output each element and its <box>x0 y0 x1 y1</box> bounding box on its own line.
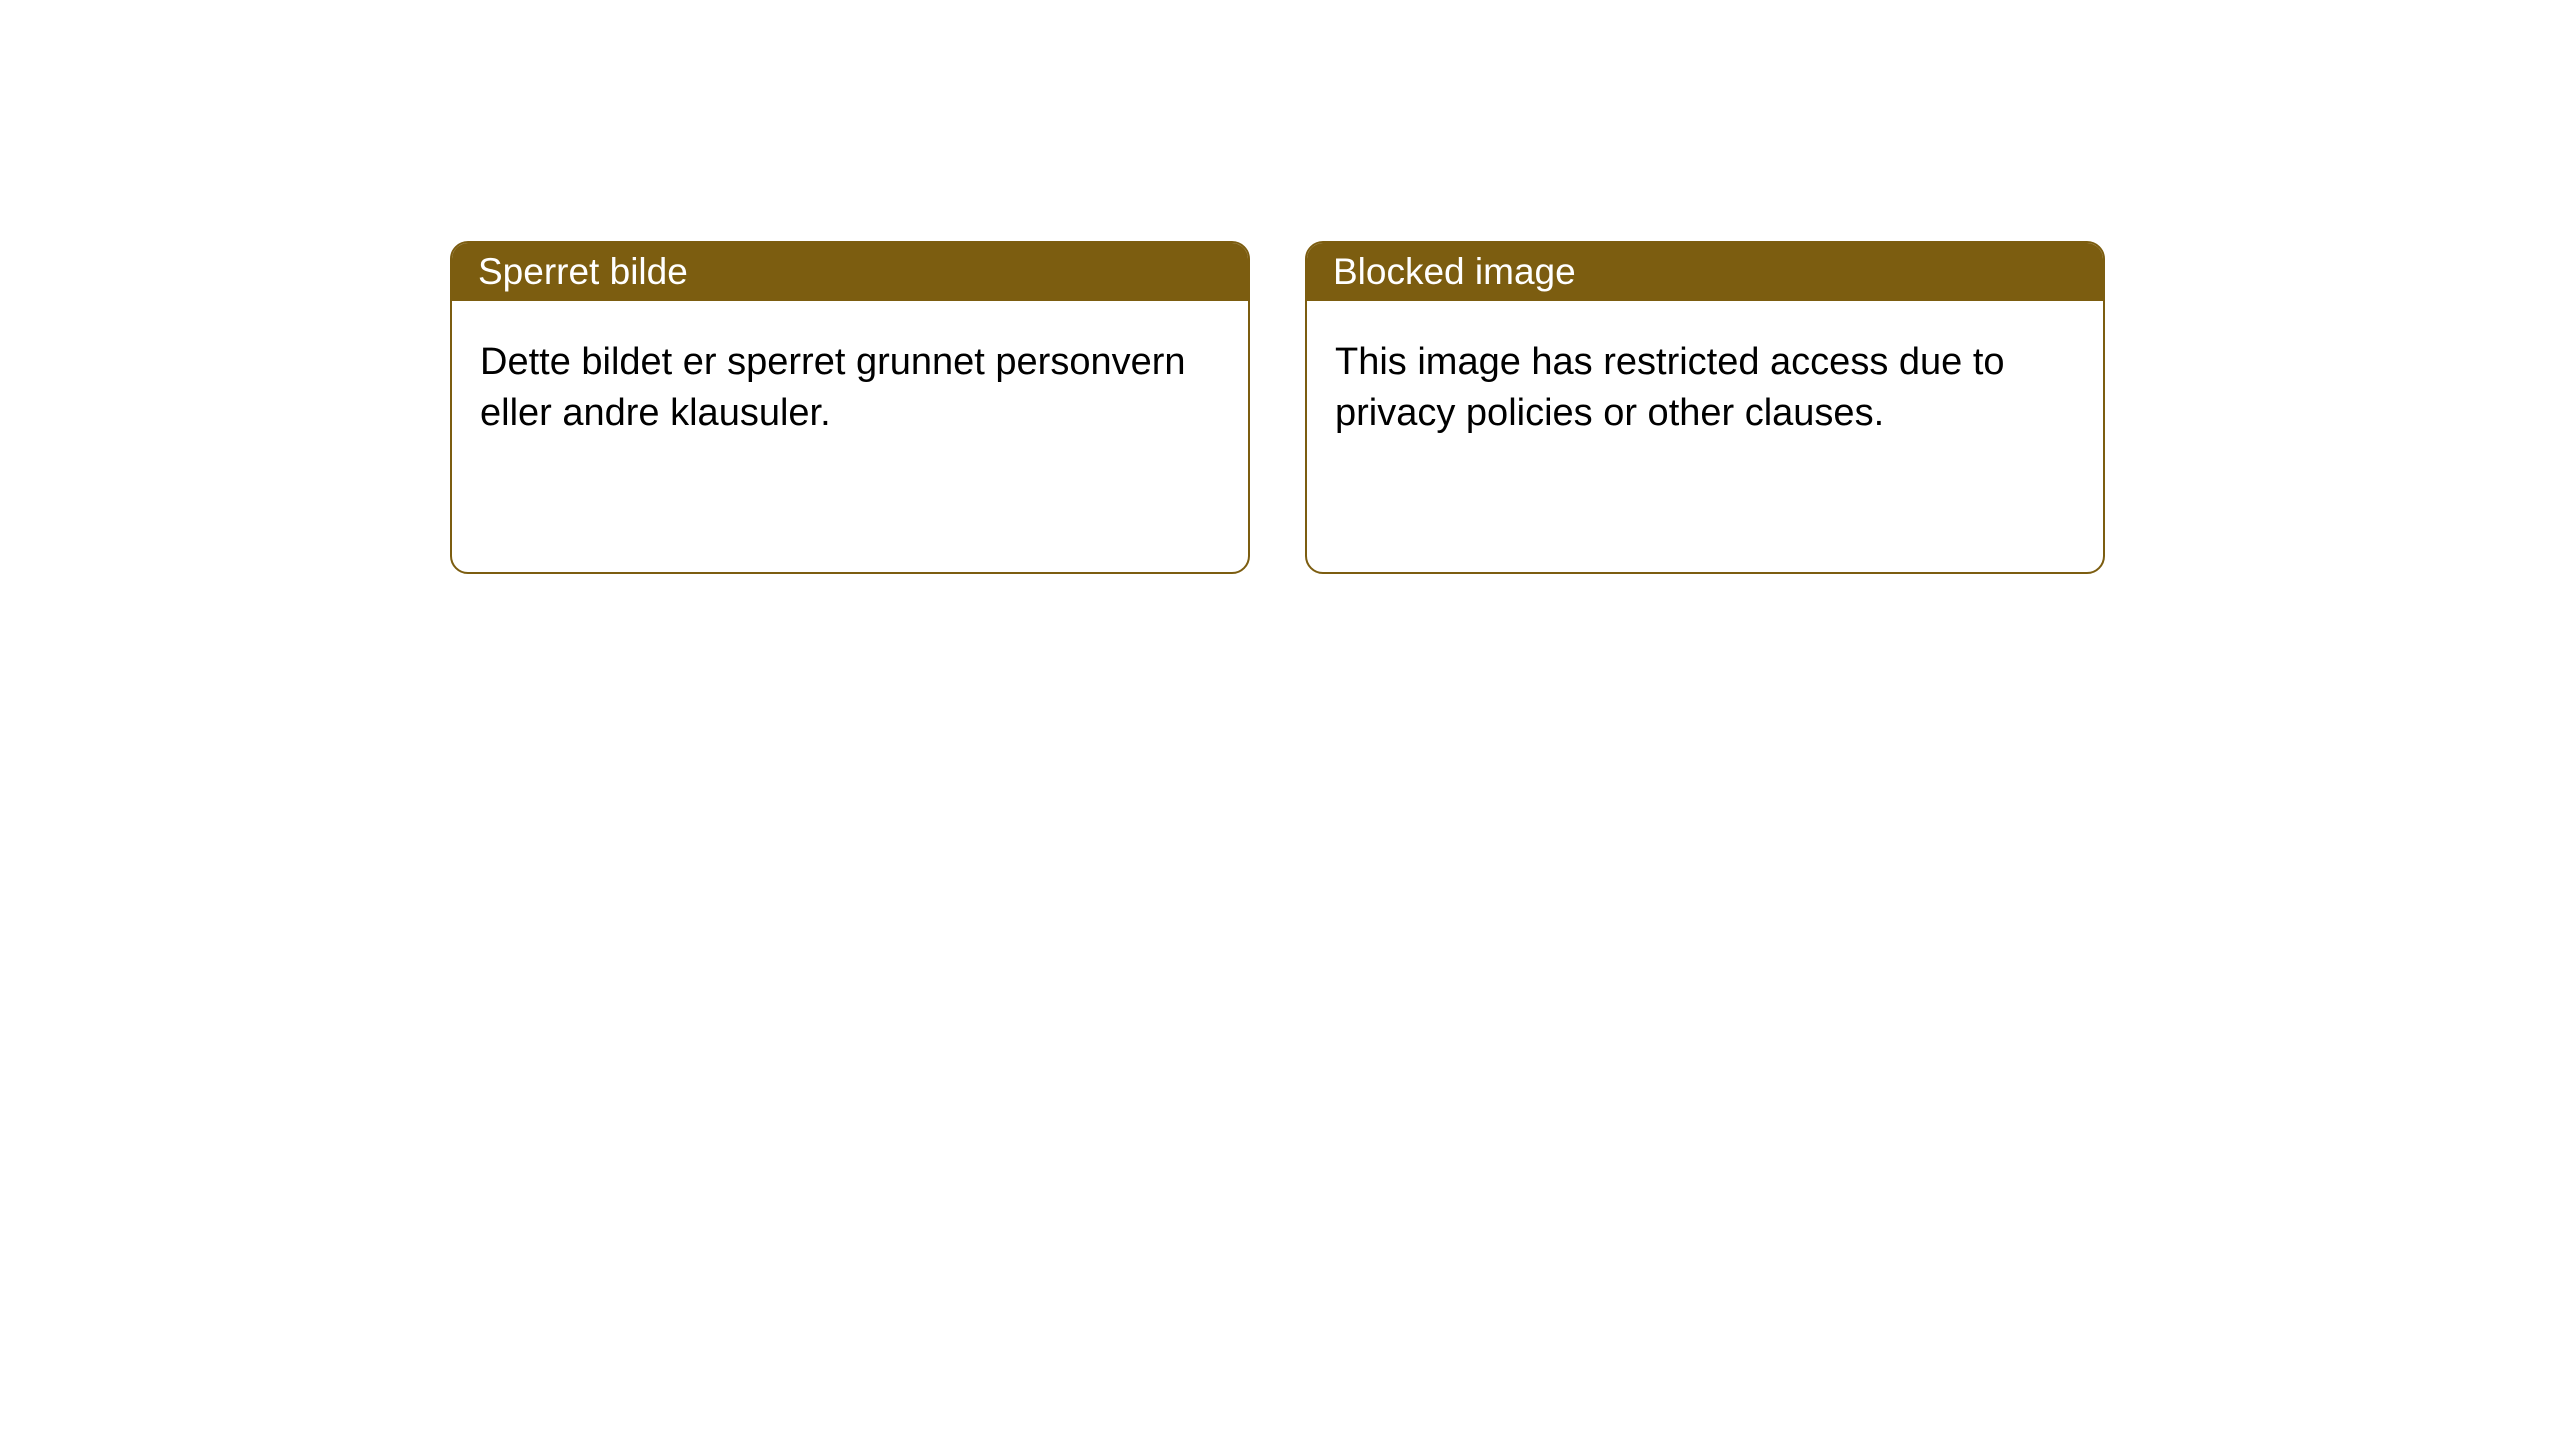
notice-header: Sperret bilde <box>452 243 1248 301</box>
notice-header: Blocked image <box>1307 243 2103 301</box>
notice-body: This image has restricted access due to … <box>1307 301 2103 476</box>
notice-body: Dette bildet er sperret grunnet personve… <box>452 301 1248 476</box>
notice-container: Sperret bilde Dette bildet er sperret gr… <box>450 241 2105 574</box>
notice-card-english: Blocked image This image has restricted … <box>1305 241 2105 574</box>
notice-card-norwegian: Sperret bilde Dette bildet er sperret gr… <box>450 241 1250 574</box>
